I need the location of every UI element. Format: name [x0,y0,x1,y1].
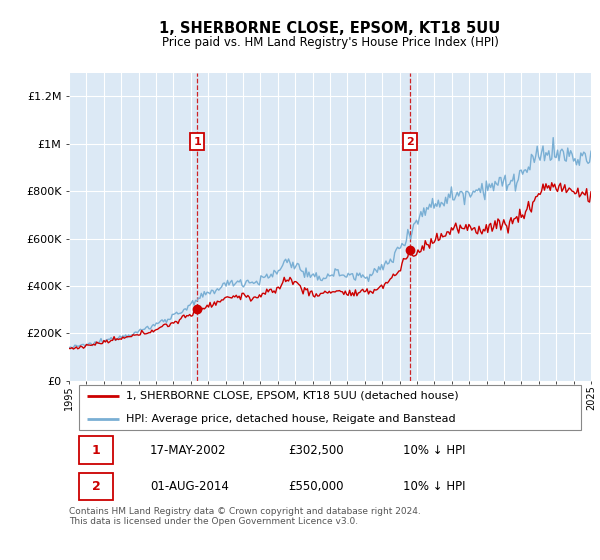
Text: Price paid vs. HM Land Registry's House Price Index (HPI): Price paid vs. HM Land Registry's House … [161,36,499,49]
FancyBboxPatch shape [79,473,113,500]
Text: 10% ↓ HPI: 10% ↓ HPI [403,444,466,456]
Text: Contains HM Land Registry data © Crown copyright and database right 2024.
This d: Contains HM Land Registry data © Crown c… [69,507,421,526]
Text: 10% ↓ HPI: 10% ↓ HPI [403,480,466,493]
Text: 2: 2 [92,480,101,493]
Text: 17-MAY-2002: 17-MAY-2002 [150,444,226,456]
FancyBboxPatch shape [79,385,581,430]
Text: 1: 1 [92,444,101,456]
Text: HPI: Average price, detached house, Reigate and Banstead: HPI: Average price, detached house, Reig… [127,414,456,424]
Text: 2: 2 [406,137,413,147]
Text: 01-AUG-2014: 01-AUG-2014 [150,480,229,493]
FancyBboxPatch shape [79,436,113,464]
Text: 1, SHERBORNE CLOSE, EPSOM, KT18 5UU: 1, SHERBORNE CLOSE, EPSOM, KT18 5UU [160,21,500,36]
Text: 1: 1 [194,137,201,147]
Text: 1, SHERBORNE CLOSE, EPSOM, KT18 5UU (detached house): 1, SHERBORNE CLOSE, EPSOM, KT18 5UU (det… [127,391,459,401]
Text: £302,500: £302,500 [288,444,344,456]
Text: £550,000: £550,000 [288,480,344,493]
